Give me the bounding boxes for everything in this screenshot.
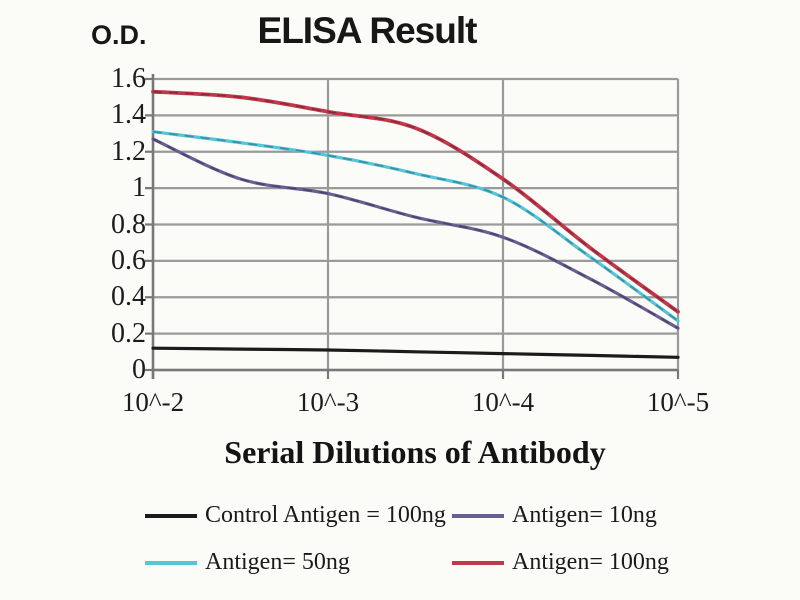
x-tick-label: 10^-2 [121,387,185,417]
legend-item-antigen-50ng: Antigen= 50ng [145,549,350,576]
x-tick-label: 10^-5 [646,387,710,417]
y-tick-label: 1.6 [111,63,146,94]
legend-label: Antigen= 10ng [512,502,657,528]
series-curve-dash-1 [152,138,679,329]
series-curve-dash-3 [152,90,679,313]
x-axis-label: Serial Dilutions of Antibody [224,434,606,470]
legend-item-control-antigen-100ng: Control Antigen = 100ng [145,502,446,529]
y-tick-label: 1 [132,172,146,204]
legend-line-swatch-purple [452,513,504,518]
y-tick-label: 0 [132,354,146,385]
legend-label: Antigen= 100ng [512,549,669,575]
y-tick-label: 1.2 [111,135,146,167]
x-tick-label: 10^-3 [296,387,360,417]
series-curve-3 [151,89,680,314]
legend-line-swatch-black [145,513,197,518]
y-tick-label: 0.6 [111,244,146,276]
series-curve-2 [151,130,680,323]
series-curve-1 [151,137,680,330]
legend-label: Control Antigen = 100ng [205,502,446,528]
legend-line-swatch-cyan [145,560,197,565]
y-tick-label: 0.4 [111,281,146,313]
x-tick-label: 10^-4 [471,387,535,417]
chart-title: ELISA Result [257,10,478,51]
y-tick-label: 1.4 [111,99,146,131]
legend-item-antigen-10ng: Antigen= 10ng [452,502,657,529]
legend-line-swatch-red [452,560,504,565]
y-axis-label: O.D. [91,20,147,50]
legend-label: Antigen= 50ng [205,549,350,575]
y-tick-label: 0.2 [111,317,146,349]
y-tick-label: 0.8 [111,208,146,240]
legend-item-antigen-100ng: Antigen= 100ng [452,549,669,576]
series-curve-dash-2 [152,130,679,322]
series-curve-0 [151,346,680,359]
